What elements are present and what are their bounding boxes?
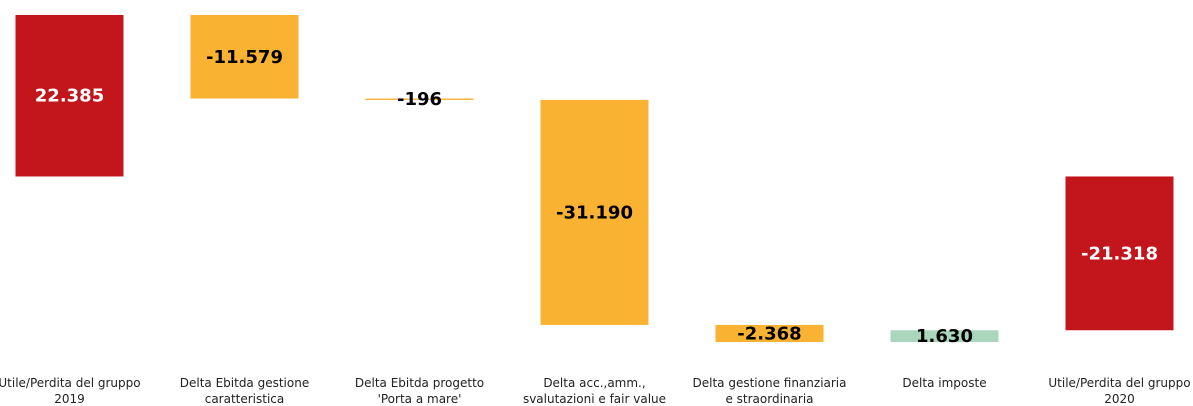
x-tick-label: Delta Ebitda progetto 'Porta a mare' (354, 376, 485, 406)
x-tick-label: Utile/Perdita del gruppo 2019 (0, 376, 141, 406)
x-tick-label: Utile/Perdita del gruppo 2020 (1048, 376, 1191, 406)
value-label: -21.318 (1081, 243, 1158, 264)
value-label: -196 (397, 89, 442, 110)
bar (1065, 176, 1174, 331)
x-tick-label: Delta acc.,amm., svalutazioni e fair val… (522, 376, 667, 406)
bar (190, 15, 299, 99)
bar (15, 15, 124, 177)
value-label: -2.368 (737, 323, 801, 344)
value-label: 22.385 (35, 86, 104, 107)
value-label: -11.579 (206, 47, 283, 68)
x-tick-label: Delta Ebitda gestione caratteristica (179, 376, 310, 406)
bar (715, 324, 824, 342)
bar (365, 98, 474, 100)
bar (540, 99, 649, 325)
x-tick-label: Delta gestione finanziaria e straordinar… (692, 376, 847, 406)
value-label: 1.630 (916, 326, 973, 347)
bar (890, 330, 999, 342)
plot: 22.385 -11.579 -196 -31.190 -2.368 1.630 -21.3… (15, 15, 1174, 347)
value-label: -31.190 (556, 202, 633, 223)
x-tick-label: Delta imposte (902, 376, 987, 390)
